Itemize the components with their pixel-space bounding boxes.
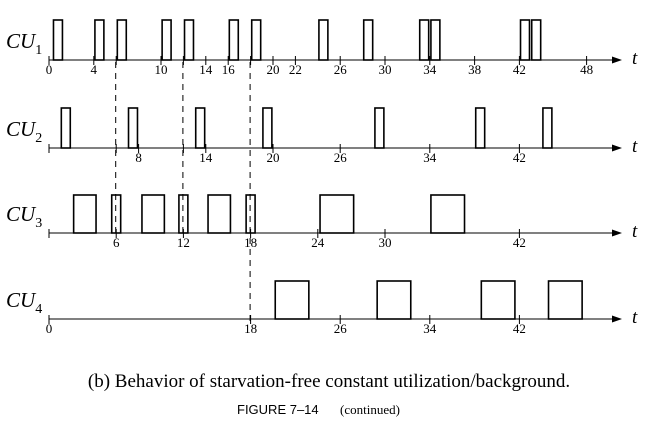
tick-label: 38 [468, 62, 481, 77]
axis-arrow-icon [612, 315, 622, 323]
execution-box [127, 107, 139, 149]
execution-box [376, 280, 412, 320]
execution-box [194, 107, 206, 149]
figure-continued: (continued) [340, 402, 400, 417]
execution-box [60, 107, 72, 149]
execution-box [519, 19, 531, 61]
execution-box [430, 19, 441, 61]
tick-label: 30 [379, 62, 392, 77]
execution-box [207, 194, 232, 234]
tick-label: 42 [513, 235, 526, 250]
row-cu3: CU3t61218243042 [6, 194, 638, 250]
axis-label-t: t [632, 48, 638, 69]
tick-label: 12 [177, 235, 190, 250]
tick-label: 42 [513, 62, 526, 77]
execution-box [183, 19, 195, 61]
tick-label: 42 [513, 150, 526, 165]
tick-label: 18 [244, 321, 257, 336]
tick-label: 34 [423, 62, 437, 77]
tick-label: 14 [199, 150, 213, 165]
tick-label: 10 [155, 62, 168, 77]
row-label-subscript: 4 [35, 302, 42, 317]
tick-label: 26 [334, 150, 348, 165]
tick-label: 26 [334, 62, 348, 77]
axis-arrow-icon [612, 56, 622, 64]
execution-box [374, 107, 385, 149]
execution-box [474, 107, 486, 149]
figure-caption: (b) Behavior of starvation-free constant… [88, 371, 570, 392]
tick-label: 20 [267, 150, 280, 165]
row-cu2: CU2 t 8 14 20 26 34 42 [6, 107, 638, 165]
tick-label: 34 [423, 150, 437, 165]
execution-box [94, 19, 105, 61]
execution-box [530, 19, 542, 61]
tick-label: 26 [334, 321, 348, 336]
tick-label: 16 [222, 62, 236, 77]
execution-box [161, 19, 172, 61]
tick-label: 8 [135, 150, 142, 165]
row-label: CU4 [6, 288, 42, 317]
execution-box [52, 19, 64, 61]
tick-label: 20 [267, 62, 280, 77]
row-label-subscript: 2 [35, 131, 42, 146]
execution-box [274, 280, 310, 320]
figure-label: FIGURE 7–14 [237, 402, 319, 417]
row-cu4: CU4 t 0 18 26 34 42 [6, 280, 638, 336]
axis-arrow-icon [612, 144, 622, 152]
row-label-subscript: 3 [35, 216, 42, 231]
tick-label: 30 [379, 235, 392, 250]
execution-box [318, 19, 329, 61]
execution-box [480, 280, 516, 320]
execution-box [430, 194, 466, 234]
tick-label: 14 [199, 62, 213, 77]
execution-box [72, 194, 97, 234]
row-label-subscript: 1 [35, 43, 42, 58]
tick-label: 0 [46, 62, 53, 77]
execution-box [250, 19, 262, 61]
dashed-markers [115, 62, 251, 321]
execution-box [141, 194, 166, 234]
tick-label: 34 [423, 321, 437, 336]
row-cu1: CU1 t 0 4 10 14 16 20 22 26 30 34 38 42 48 [6, 19, 638, 77]
tick-label: 24 [311, 235, 325, 250]
execution-box [262, 107, 273, 149]
execution-box [547, 280, 583, 320]
execution-box [542, 107, 553, 149]
tick-label: 4 [91, 62, 98, 77]
row-label: CU3 [6, 202, 42, 231]
axis-label-t: t [632, 221, 638, 242]
axis-label-t: t [632, 307, 638, 328]
execution-box [228, 19, 240, 61]
tick-label: 0 [46, 321, 53, 336]
tick-label: 6 [113, 235, 120, 250]
execution-box [418, 19, 430, 61]
execution-box [319, 194, 355, 234]
row-label: CU1 [6, 29, 42, 58]
tick-label: 42 [513, 321, 526, 336]
axis-label-t: t [632, 136, 638, 157]
axis-arrow-icon [612, 229, 622, 237]
tick-label: 48 [580, 62, 593, 77]
execution-box [362, 19, 374, 61]
execution-box [116, 19, 128, 61]
execution-box [110, 194, 122, 234]
row-label: CU2 [6, 117, 42, 146]
tick-label: 22 [289, 62, 302, 77]
